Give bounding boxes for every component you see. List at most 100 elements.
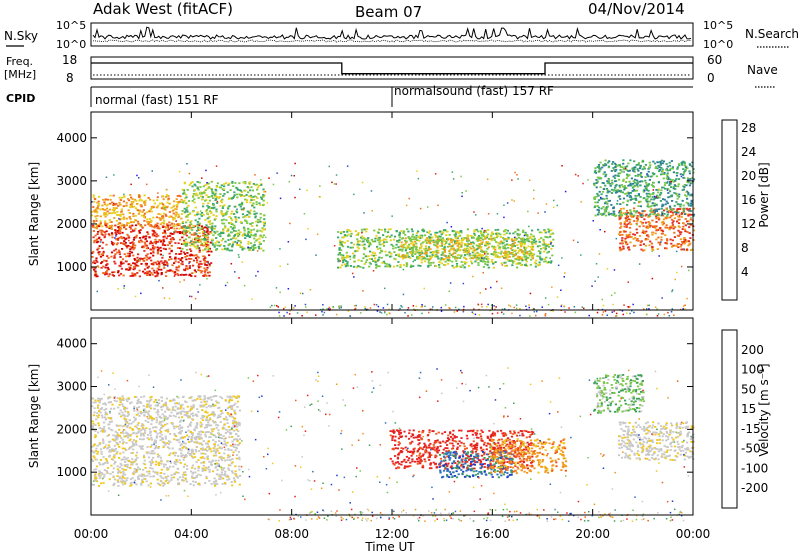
scatter-cell: [544, 260, 547, 263]
scatter-cell: [117, 271, 120, 274]
noise-dot: [686, 297, 688, 300]
scatter-cell: [232, 185, 235, 188]
scatter-cell: [343, 263, 347, 266]
scatter-cell: [448, 243, 451, 246]
scatter-cell: [180, 243, 184, 245]
scatter-cell: [92, 230, 95, 232]
scatter-cell: [114, 253, 117, 255]
scatter-cell: [113, 255, 116, 257]
scatter-cell: [197, 256, 200, 259]
strip-dot: [328, 306, 331, 309]
strip-dot: [515, 307, 518, 310]
scatter-cell: [660, 173, 663, 176]
scatter-cell: [211, 225, 214, 228]
scatter-cell: [96, 261, 99, 263]
scatter-cell: [188, 265, 191, 267]
scatter-cell: [652, 231, 655, 234]
scatter-cell: [552, 232, 555, 235]
scatter-cell: [670, 194, 673, 197]
noise-dot: [658, 255, 660, 257]
scatter-cell: [209, 207, 212, 210]
scatter-cell: [424, 234, 427, 237]
scatter-cell: [174, 409, 177, 412]
scatter-cell: [397, 241, 400, 243]
scatter-cell: [425, 238, 428, 241]
scatter-cell: [194, 426, 197, 429]
scatter-cell: [345, 251, 348, 254]
scatter-cell: [174, 230, 177, 233]
scatter-cell: [654, 232, 657, 235]
noise-dot: [362, 290, 364, 292]
scatter-cell: [509, 247, 512, 250]
scatter-cell: [114, 229, 117, 231]
strip-dot: [673, 314, 675, 316]
scatter-cell: [689, 223, 692, 226]
scatter-cell: [206, 250, 209, 253]
scatter-cell: [338, 247, 341, 250]
scatter-cell: [167, 197, 170, 200]
scatter-cell: [671, 179, 674, 181]
scatter-cell: [186, 252, 189, 254]
scatter-cell: [125, 255, 128, 258]
strip-dot: [379, 311, 381, 313]
scatter-cell: [108, 450, 111, 453]
scatter-cell: [624, 187, 627, 189]
scatter-cell: [151, 452, 154, 455]
scatter-cell: [202, 238, 205, 241]
scatter-cell: [668, 205, 672, 208]
scatter-cell: [236, 475, 239, 478]
scatter-cell: [109, 202, 112, 205]
scatter-cell: [116, 475, 119, 477]
scatter-cell: [667, 210, 670, 212]
scatter-cell: [222, 229, 225, 232]
scatter-cell: [173, 217, 176, 220]
scatter-cell: [179, 431, 182, 434]
scatter-cell: [97, 485, 101, 487]
scatter-cell: [339, 266, 342, 269]
scatter-cell: [400, 241, 403, 244]
scatter-cell: [234, 240, 237, 243]
scatter-cell: [208, 247, 211, 250]
scatter-cell: [216, 244, 219, 247]
noise-dot: [557, 264, 560, 267]
scatter-cell: [611, 163, 614, 165]
scatter-cell: [221, 459, 224, 462]
scatter-cell: [609, 184, 612, 187]
scatter-cell: [671, 211, 675, 214]
scatter-cell: [432, 251, 435, 254]
scatter-cell: [508, 255, 511, 258]
scatter-cell: [663, 198, 666, 201]
scatter-cell: [193, 198, 196, 201]
scatter-cell: [204, 236, 207, 239]
scatter-cell: [211, 420, 214, 422]
scatter-cell: [124, 260, 127, 263]
scatter-cell: [251, 222, 254, 224]
scatter-cell: [210, 188, 213, 191]
scatter-cell: [94, 226, 97, 229]
noise-dot: [188, 172, 191, 175]
scatter-cell: [146, 266, 149, 269]
scatter-cell: [385, 235, 388, 238]
scatter-cell: [127, 235, 130, 238]
strip-dot: [347, 310, 350, 312]
scatter-cell: [523, 243, 526, 245]
noise-dot: [561, 165, 563, 167]
scatter-cell: [622, 162, 625, 165]
scatter-cell: [237, 235, 240, 238]
noise-dot: [666, 189, 669, 191]
scatter-cell: [384, 230, 387, 233]
scatter-cell: [169, 227, 172, 229]
scatter-cell: [262, 195, 265, 198]
scatter-cell: [97, 416, 100, 419]
scatter-cell: [181, 231, 184, 234]
scatter-cell: [662, 220, 665, 223]
noise-dot: [513, 236, 516, 239]
scatter-cell: [659, 164, 662, 166]
scatter-cell: [637, 193, 640, 195]
noise-dot: [487, 253, 489, 255]
scatter-cell: [362, 253, 366, 256]
scatter-cell: [617, 175, 620, 177]
scatter-cell: [415, 236, 418, 239]
scatter-cell: [390, 255, 393, 258]
scatter-cell: [132, 254, 135, 257]
